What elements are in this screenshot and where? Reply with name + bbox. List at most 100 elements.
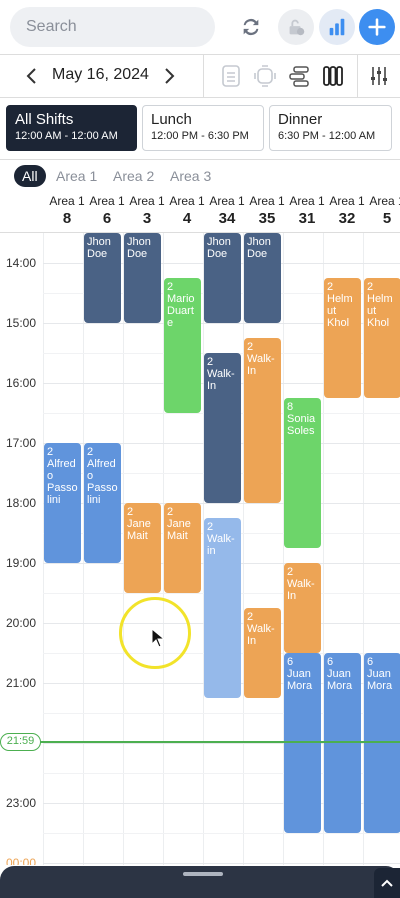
reservation-block[interactable]: 6 Juan Mora: [284, 653, 321, 833]
reservation-block[interactable]: 2 Walk-In: [244, 338, 281, 503]
shift-lunch[interactable]: Lunch 12:00 PM - 6:30 PM: [142, 105, 264, 151]
column-table-number: 4: [182, 210, 192, 227]
chevron-left-icon[interactable]: [20, 63, 44, 89]
drag-handle[interactable]: [183, 872, 223, 876]
refresh-icon[interactable]: [233, 9, 269, 45]
grid-column-line: [163, 233, 164, 865]
reservation-block[interactable]: Jhon Doe: [204, 233, 241, 323]
mouse-pointer-icon: [151, 628, 165, 648]
reservation-block[interactable]: 2 Walk-In: [284, 563, 321, 653]
column-header[interactable]: Area 1 32: [327, 192, 367, 232]
lock-timer-icon[interactable]: [278, 9, 314, 45]
grid-hour-line: [43, 323, 400, 324]
reservation-party-size: 6: [367, 656, 374, 668]
chevron-right-icon[interactable]: [157, 63, 181, 89]
area-chip-area-1[interactable]: Area 1: [56, 168, 98, 184]
grid-half-hour-line: [43, 833, 400, 834]
divider: [203, 55, 204, 98]
chevron-up-icon[interactable]: [374, 868, 400, 898]
reservation-block[interactable]: 2 Jane Mait: [164, 503, 201, 593]
column-area: Area 1: [369, 194, 400, 208]
add-icon[interactable]: [359, 9, 395, 45]
reservation-party-size: 2: [127, 506, 134, 518]
grid-column-line: [323, 233, 324, 865]
shift-name: All Shifts: [15, 111, 74, 128]
filter-sliders-icon[interactable]: [366, 63, 392, 89]
column-header[interactable]: Area 1 8: [47, 192, 87, 232]
reservation-block[interactable]: 2 Alfredo Passolini: [84, 443, 121, 563]
date-label[interactable]: May 16, 2024: [52, 66, 149, 83]
reservation-block[interactable]: 6 Juan Mora: [324, 653, 361, 833]
column-header[interactable]: Area 1 34: [207, 192, 247, 232]
reservation-block[interactable]: Jhon Doe: [244, 233, 281, 323]
cursor-highlight: [119, 597, 191, 669]
list-view-icon[interactable]: [218, 63, 244, 89]
reservation-block[interactable]: 2 Helmut Khol: [324, 278, 361, 398]
column-header[interactable]: Area 1 31: [287, 192, 327, 232]
column-header[interactable]: Area 1 35: [247, 192, 287, 232]
area-filter: All Area 1 Area 2 Area 3: [0, 160, 400, 192]
reservation-guest-name: Alfredo Passolini: [87, 458, 118, 506]
reservation-guest-name: Walk-in: [207, 533, 235, 557]
reservation-block[interactable]: 2 Walk-In: [244, 608, 281, 698]
column-area: Area 1: [49, 194, 85, 208]
reservation-guest-name: Jane Mait: [167, 518, 191, 542]
reservation-guest-name: Juan Mora: [287, 668, 313, 692]
reservation-party-size: 2: [167, 506, 174, 518]
date-bar: May 16, 2024: [0, 55, 400, 98]
column-view-icon[interactable]: [320, 63, 346, 89]
area-chip-area-2[interactable]: Area 2: [113, 168, 155, 184]
column-area: Area 1: [209, 194, 245, 208]
current-time-line: [40, 741, 400, 743]
column-header[interactable]: Area 1 6: [87, 192, 127, 232]
search-input[interactable]: Search: [10, 7, 215, 47]
grid-column-line: [363, 233, 364, 865]
area-chip-area-3[interactable]: Area 3: [170, 168, 212, 184]
grid-hour-line: [43, 803, 400, 804]
hour-label: 20:00: [5, 616, 37, 630]
bottom-sheet[interactable]: [0, 866, 400, 898]
column-table-number: 3: [142, 210, 152, 227]
hour-label: 16:00: [5, 376, 37, 390]
reservation-party-size: 2: [207, 521, 214, 533]
column-area: Area 1: [289, 194, 325, 208]
shift-dinner[interactable]: Dinner 6:30 PM - 12:00 AM: [269, 105, 392, 151]
hour-label: 00:00: [5, 856, 37, 865]
reservation-guest-name: Helmut Khol: [367, 293, 393, 329]
reservation-block[interactable]: 2 Jane Mait: [124, 503, 161, 593]
reservation-block[interactable]: Jhon Doe: [84, 233, 121, 323]
reservation-block[interactable]: 8 Sonia Soles: [284, 398, 321, 548]
reservation-block[interactable]: 2 Mario Duarte: [164, 278, 201, 413]
reservation-block[interactable]: 2 Helmut Khol: [364, 278, 400, 398]
reservation-block[interactable]: 6 Juan Mora: [364, 653, 400, 833]
hour-label: 18:00: [5, 496, 37, 510]
reservation-block[interactable]: 2 Walk-In: [204, 353, 241, 503]
timeline-view-icon[interactable]: [286, 63, 312, 89]
column-header[interactable]: Area 1 4: [167, 192, 207, 232]
reservation-block[interactable]: 2 Walk-in: [204, 518, 241, 698]
grid-hour-line: [43, 863, 400, 864]
reservation-guest-name: Walk-In: [247, 353, 275, 377]
reservation-guest-name: Juan Mora: [327, 668, 353, 692]
grid-column-line: [203, 233, 204, 865]
reservation-guest-name: Jhon Doe: [247, 236, 271, 260]
reservation-block[interactable]: Jhon Doe: [124, 233, 161, 323]
area-chip-all[interactable]: All: [14, 165, 46, 187]
reservation-guest-name: Jhon Doe: [87, 236, 111, 260]
reservation-guest-name: Jane Mait: [127, 518, 151, 542]
shift-all-shifts[interactable]: All Shifts 12:00 AM - 12:00 AM: [6, 105, 137, 151]
reservation-block[interactable]: 2 Alfredo Passolini: [44, 443, 81, 563]
shift-time: 6:30 PM - 12:00 AM: [278, 130, 376, 142]
shift-name: Dinner: [278, 111, 323, 128]
column-area: Area 1: [169, 194, 205, 208]
column-header[interactable]: Area 1 3: [127, 192, 167, 232]
reservation-guest-name: Walk-In: [207, 368, 235, 392]
stats-chart-icon[interactable]: [319, 9, 355, 45]
grid-column-line: [43, 233, 44, 865]
table-view-icon[interactable]: [252, 63, 278, 89]
reservation-party-size: 2: [287, 566, 294, 578]
reservation-guest-name: Juan Mora: [367, 668, 393, 692]
hour-label: 21:00: [5, 676, 37, 690]
column-header[interactable]: Area 1 5: [367, 192, 400, 232]
hour-label: 14:00: [5, 256, 37, 270]
